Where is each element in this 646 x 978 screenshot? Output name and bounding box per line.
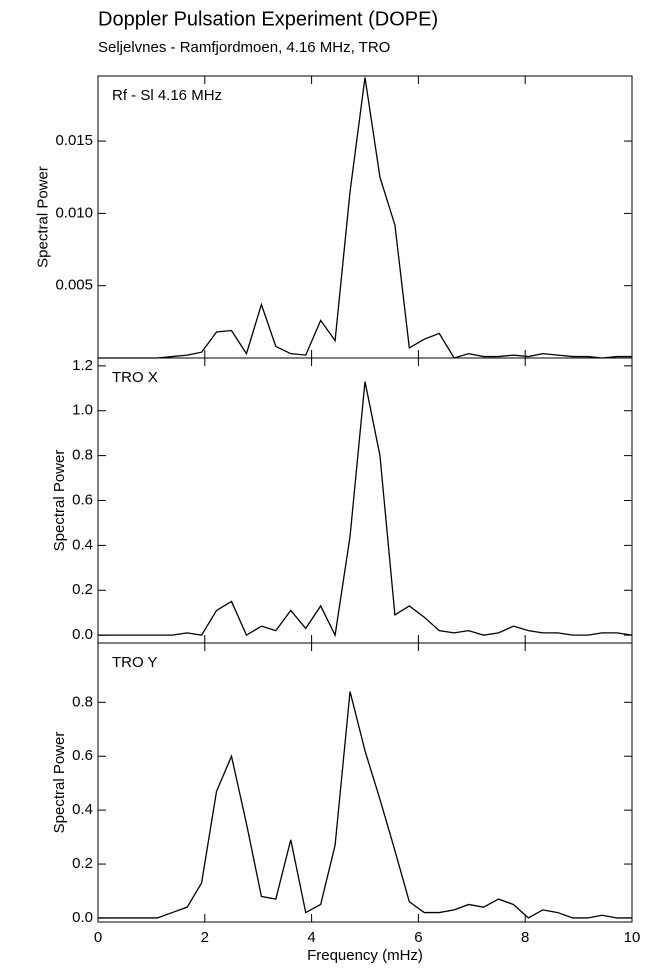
- y-tick-label: 1.0: [72, 402, 93, 419]
- data-line: [98, 381, 633, 638]
- x-tick-label: 0: [94, 929, 102, 946]
- chart-title: Doppler Pulsation Experiment (DOPE): [98, 8, 438, 30]
- plot-frame: [97, 642, 633, 923]
- y-tick-label: 0.0: [72, 909, 93, 926]
- y-tick-label: 0.6: [72, 747, 93, 764]
- y-tick-label: 0.2: [72, 581, 93, 598]
- x-axis-label: Frequency (mHz): [307, 947, 423, 964]
- x-tick-label: 10: [624, 929, 641, 946]
- y-tick-label: 0.8: [72, 447, 93, 464]
- x-tick-label: 2: [201, 929, 209, 946]
- plot-frame: [97, 75, 633, 359]
- y-tick-label: 0.8: [72, 693, 93, 710]
- y-tick-label: 0.010: [55, 204, 93, 221]
- panel-label: TRO X: [112, 369, 158, 386]
- y-axis-label: Spectral Power: [51, 450, 68, 552]
- x-tick-label: 6: [414, 929, 422, 946]
- y-axis-label: Spectral Power: [51, 732, 68, 834]
- y-tick-label: 0.015: [55, 132, 93, 149]
- panel-label: TRO Y: [112, 654, 158, 671]
- x-tick-label: 8: [521, 929, 529, 946]
- data-line: [98, 77, 632, 359]
- y-tick-label: 0.6: [72, 491, 93, 508]
- data-line: [98, 691, 632, 919]
- y-tick-label: 0.4: [72, 536, 93, 553]
- y-tick-label: 0.005: [55, 277, 93, 294]
- x-tick-label: 4: [307, 929, 315, 946]
- y-tick-label: 0.4: [72, 801, 93, 818]
- plot-frame: [97, 357, 633, 644]
- chart-subtitle: Seljelvnes - Ramfjordmoen, 4.16 MHz, TRO: [98, 39, 390, 56]
- y-tick-label: 0.2: [72, 855, 93, 872]
- y-tick-label: 0.0: [72, 626, 93, 643]
- panel-label: Rf - Sl 4.16 MHz: [112, 87, 222, 104]
- y-axis-label: Spectral Power: [34, 166, 51, 268]
- y-tick-label: 1.2: [72, 357, 93, 374]
